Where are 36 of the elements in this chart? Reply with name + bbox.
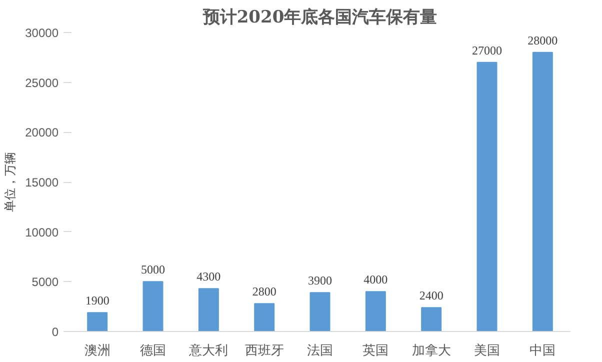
data-label: 27000	[472, 43, 502, 58]
x-tick-label: 美国	[474, 342, 500, 358]
bar	[87, 312, 108, 332]
y-tick-label: 20000	[25, 126, 59, 140]
y-tick-label: 30000	[25, 26, 59, 40]
x-tick-label: 西班牙	[244, 342, 284, 358]
bar	[365, 291, 386, 332]
x-tick-label: 澳洲	[84, 342, 110, 358]
data-label: 28000	[528, 33, 558, 48]
bar	[421, 307, 442, 332]
y-tick-label: 15000	[25, 176, 59, 190]
x-tick-label: 德国	[140, 342, 166, 358]
data-label: 5000	[141, 262, 165, 277]
bar	[532, 52, 553, 332]
y-tick-label: 5000	[32, 275, 59, 290]
y-tick-label: 10000	[25, 225, 59, 240]
data-label: 2400	[419, 288, 444, 303]
y-tick-label: 0	[52, 325, 59, 339]
data-label: 2800	[252, 284, 276, 299]
bar	[254, 303, 275, 332]
data-label: 4000	[364, 272, 388, 287]
data-label: 4300	[196, 270, 221, 284]
y-axis-title: 单位，万辆	[3, 152, 18, 212]
x-tick-label: 意大利	[188, 342, 228, 358]
data-label: 1900	[85, 294, 110, 308]
bar	[142, 281, 164, 332]
x-tick-label: 中国	[530, 342, 556, 358]
x-tick-label: 加拿大	[412, 342, 451, 358]
chart-title: 预计2020年底各国汽车保有量	[202, 8, 438, 28]
bar	[476, 62, 498, 332]
x-tick-label: 法国	[307, 342, 333, 358]
bar	[198, 288, 219, 332]
data-label: 3900	[308, 274, 332, 288]
bar	[310, 292, 330, 332]
x-tick-label: 英国	[362, 342, 389, 358]
y-tick-label: 25000	[25, 76, 59, 90]
